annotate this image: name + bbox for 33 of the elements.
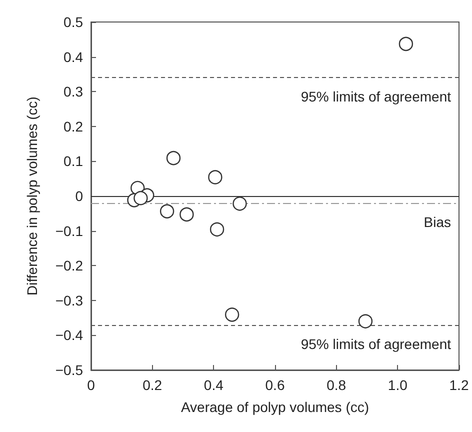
y-tick-label: −0.5: [55, 362, 84, 378]
x-tick-label: 0: [87, 377, 96, 393]
point: [166, 150, 181, 166]
point: [180, 207, 194, 222]
y-tick-label: 0.2: [64, 118, 84, 134]
x-tick-label: 0.8: [326, 377, 346, 393]
point: [232, 196, 247, 211]
point: [398, 36, 414, 52]
y-tick-label: 0.3: [64, 84, 84, 100]
y-tick-label: 0.1: [64, 153, 84, 170]
y-tick-label: −0.2: [55, 258, 84, 274]
x-tick-label: 0.2: [142, 377, 162, 393]
x-tick-label: 0.4: [204, 377, 224, 393]
point: [208, 170, 222, 184]
y-tick-label: −0.4: [55, 327, 84, 344]
x-tick-label: 0.6: [265, 377, 285, 393]
ref-line-label: 95% limits of agreement: [300, 336, 452, 352]
y-tick-label: 0.5: [64, 14, 84, 30]
ref-line-label: Bias: [424, 214, 451, 230]
x-tick-label: 1.0: [388, 377, 408, 393]
point: [224, 308, 240, 322]
point: [134, 190, 148, 206]
point: [160, 204, 174, 218]
y-axis-title: Difference in polyp volumes (cc): [24, 96, 40, 296]
x-tick-label: 1.2: [449, 377, 469, 393]
x-axis-title: Average of polyp volumes (cc): [180, 399, 370, 415]
y-tick-label: 0: [75, 188, 84, 204]
point: [358, 314, 373, 328]
point: [210, 222, 224, 237]
y-tick-label: −0.1: [55, 222, 84, 239]
y-tick-label: −0.3: [55, 292, 84, 308]
y-tick-label: 0.4: [64, 48, 84, 65]
ref-line-label: 95% limits of agreement: [300, 88, 452, 105]
